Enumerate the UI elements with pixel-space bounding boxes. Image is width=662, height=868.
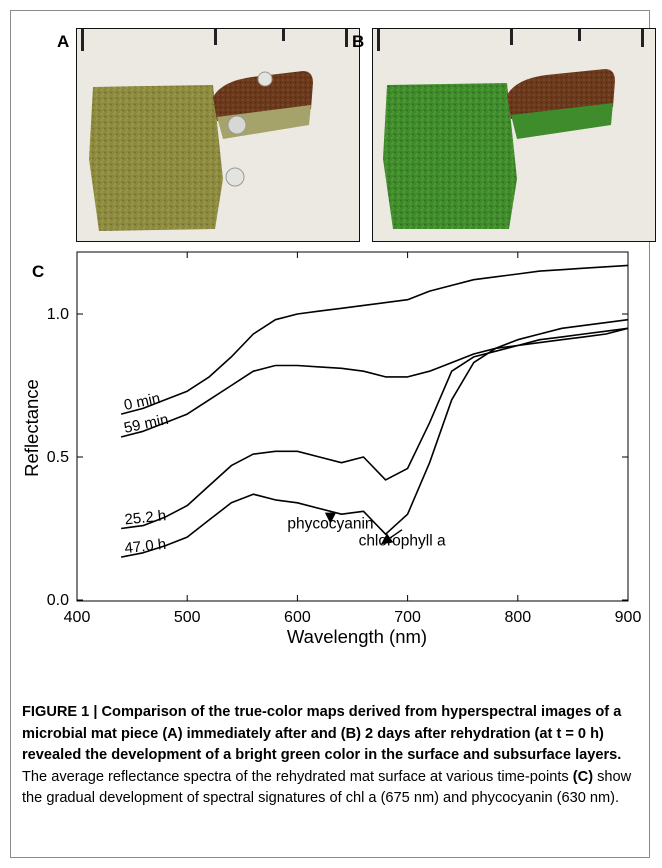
panel-label-a: A	[57, 32, 70, 51]
series-line-1	[120, 327, 629, 438]
annotation-label-0: phycocyanin	[287, 516, 373, 533]
x-tick-label-5: 900	[615, 609, 642, 626]
series-label-3: 47.0 h	[124, 536, 167, 557]
caption-heading: FIGURE 1 | Comparison of the true-color …	[22, 704, 622, 763]
x-axis-label: Wavelength (nm)	[287, 626, 427, 647]
panel-label-c: C	[32, 262, 45, 281]
x-tick-label-1: 500	[174, 609, 201, 626]
figure-frame	[10, 10, 650, 858]
x-tick-label-3: 700	[394, 609, 421, 626]
photo-panel-b	[372, 28, 656, 242]
series-line-0	[120, 264, 629, 415]
y-tick-label-1: 0.5	[47, 449, 69, 466]
x-tick-label-0: 400	[64, 609, 91, 626]
photo-panel-a	[76, 28, 360, 242]
y-tick-label-2: 1.0	[47, 306, 69, 323]
series-label-1: 59 min	[122, 411, 170, 437]
series-label-0: 0 min	[122, 390, 161, 414]
caption-body-c: (C)	[572, 768, 594, 785]
axis-ticks: 400 500 600 700 800 900 0.0 0.5 1.0	[47, 252, 642, 626]
series-lines	[120, 264, 629, 558]
figure-caption: FIGURE 1 | Comparison of the true-color …	[22, 702, 636, 810]
plot-area	[76, 251, 629, 602]
series-label-2: 25.2 h	[124, 507, 167, 528]
annotation-label-1: chlorophyll a	[359, 533, 446, 550]
series-line-2	[120, 327, 629, 530]
mat-piece	[89, 85, 223, 231]
y-tick-label-0: 0.0	[47, 592, 69, 609]
series-line-3	[120, 318, 629, 558]
annotation-arrow-1	[380, 529, 403, 545]
x-tick-label-4: 800	[504, 609, 531, 626]
x-tick-label-2: 600	[284, 609, 311, 626]
caption-body-2: show the gradual development of spectral…	[22, 768, 632, 807]
caption-body-1: The average reflectance spectra of the r…	[22, 768, 573, 785]
y-axis-label: Reflectance	[21, 379, 42, 477]
panel-label-b: B	[352, 32, 365, 51]
